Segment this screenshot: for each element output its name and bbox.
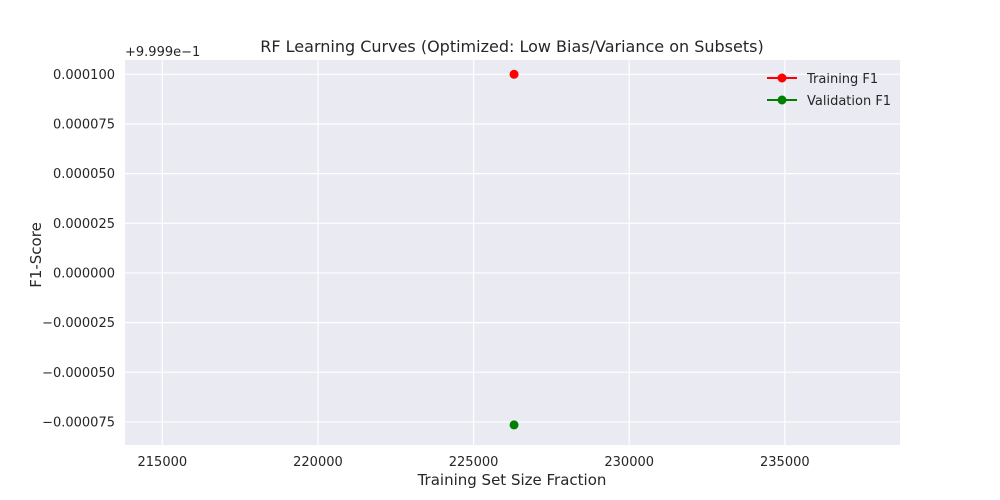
y-axis-offset-text: +9.999e−1: [125, 45, 200, 60]
legend-label-training: Training F1: [806, 72, 878, 87]
y-axis-label: F1-Score: [27, 222, 45, 288]
data-point: [509, 420, 519, 430]
y-tick-label: 0.000025: [53, 217, 115, 232]
y-tick-label: −0.000025: [42, 316, 115, 331]
legend-marker-validation: [777, 95, 787, 105]
y-tick-label: 0.000075: [53, 117, 115, 132]
data-point: [509, 69, 519, 79]
y-tick-label: −0.000075: [42, 415, 115, 430]
y-tick-label: −0.000050: [42, 366, 115, 381]
x-axis-ticks: 215000 220000 225000 230000 235000: [138, 455, 810, 470]
y-tick-label: 0.000100: [53, 68, 115, 83]
legend-marker-training: [777, 73, 787, 83]
legend-label-validation: Validation F1: [807, 94, 891, 109]
y-tick-label: 0.000000: [53, 266, 115, 281]
plot-background: [125, 60, 900, 445]
x-tick-label: 235000: [760, 455, 810, 470]
x-tick-label: 220000: [293, 455, 343, 470]
y-tick-label: 0.000050: [53, 167, 115, 182]
x-tick-label: 225000: [449, 455, 499, 470]
x-axis-label: Training Set Size Fraction: [417, 471, 607, 489]
chart-title: RF Learning Curves (Optimized: Low Bias/…: [260, 37, 763, 56]
x-tick-label: 230000: [604, 455, 654, 470]
legend: Training F1 Validation F1: [767, 72, 891, 109]
x-tick-label: 215000: [138, 455, 188, 470]
data-points: [509, 69, 519, 430]
y-axis-ticks: 0.000100 0.000075 0.000050 0.000025 0.000000…: [42, 68, 115, 431]
